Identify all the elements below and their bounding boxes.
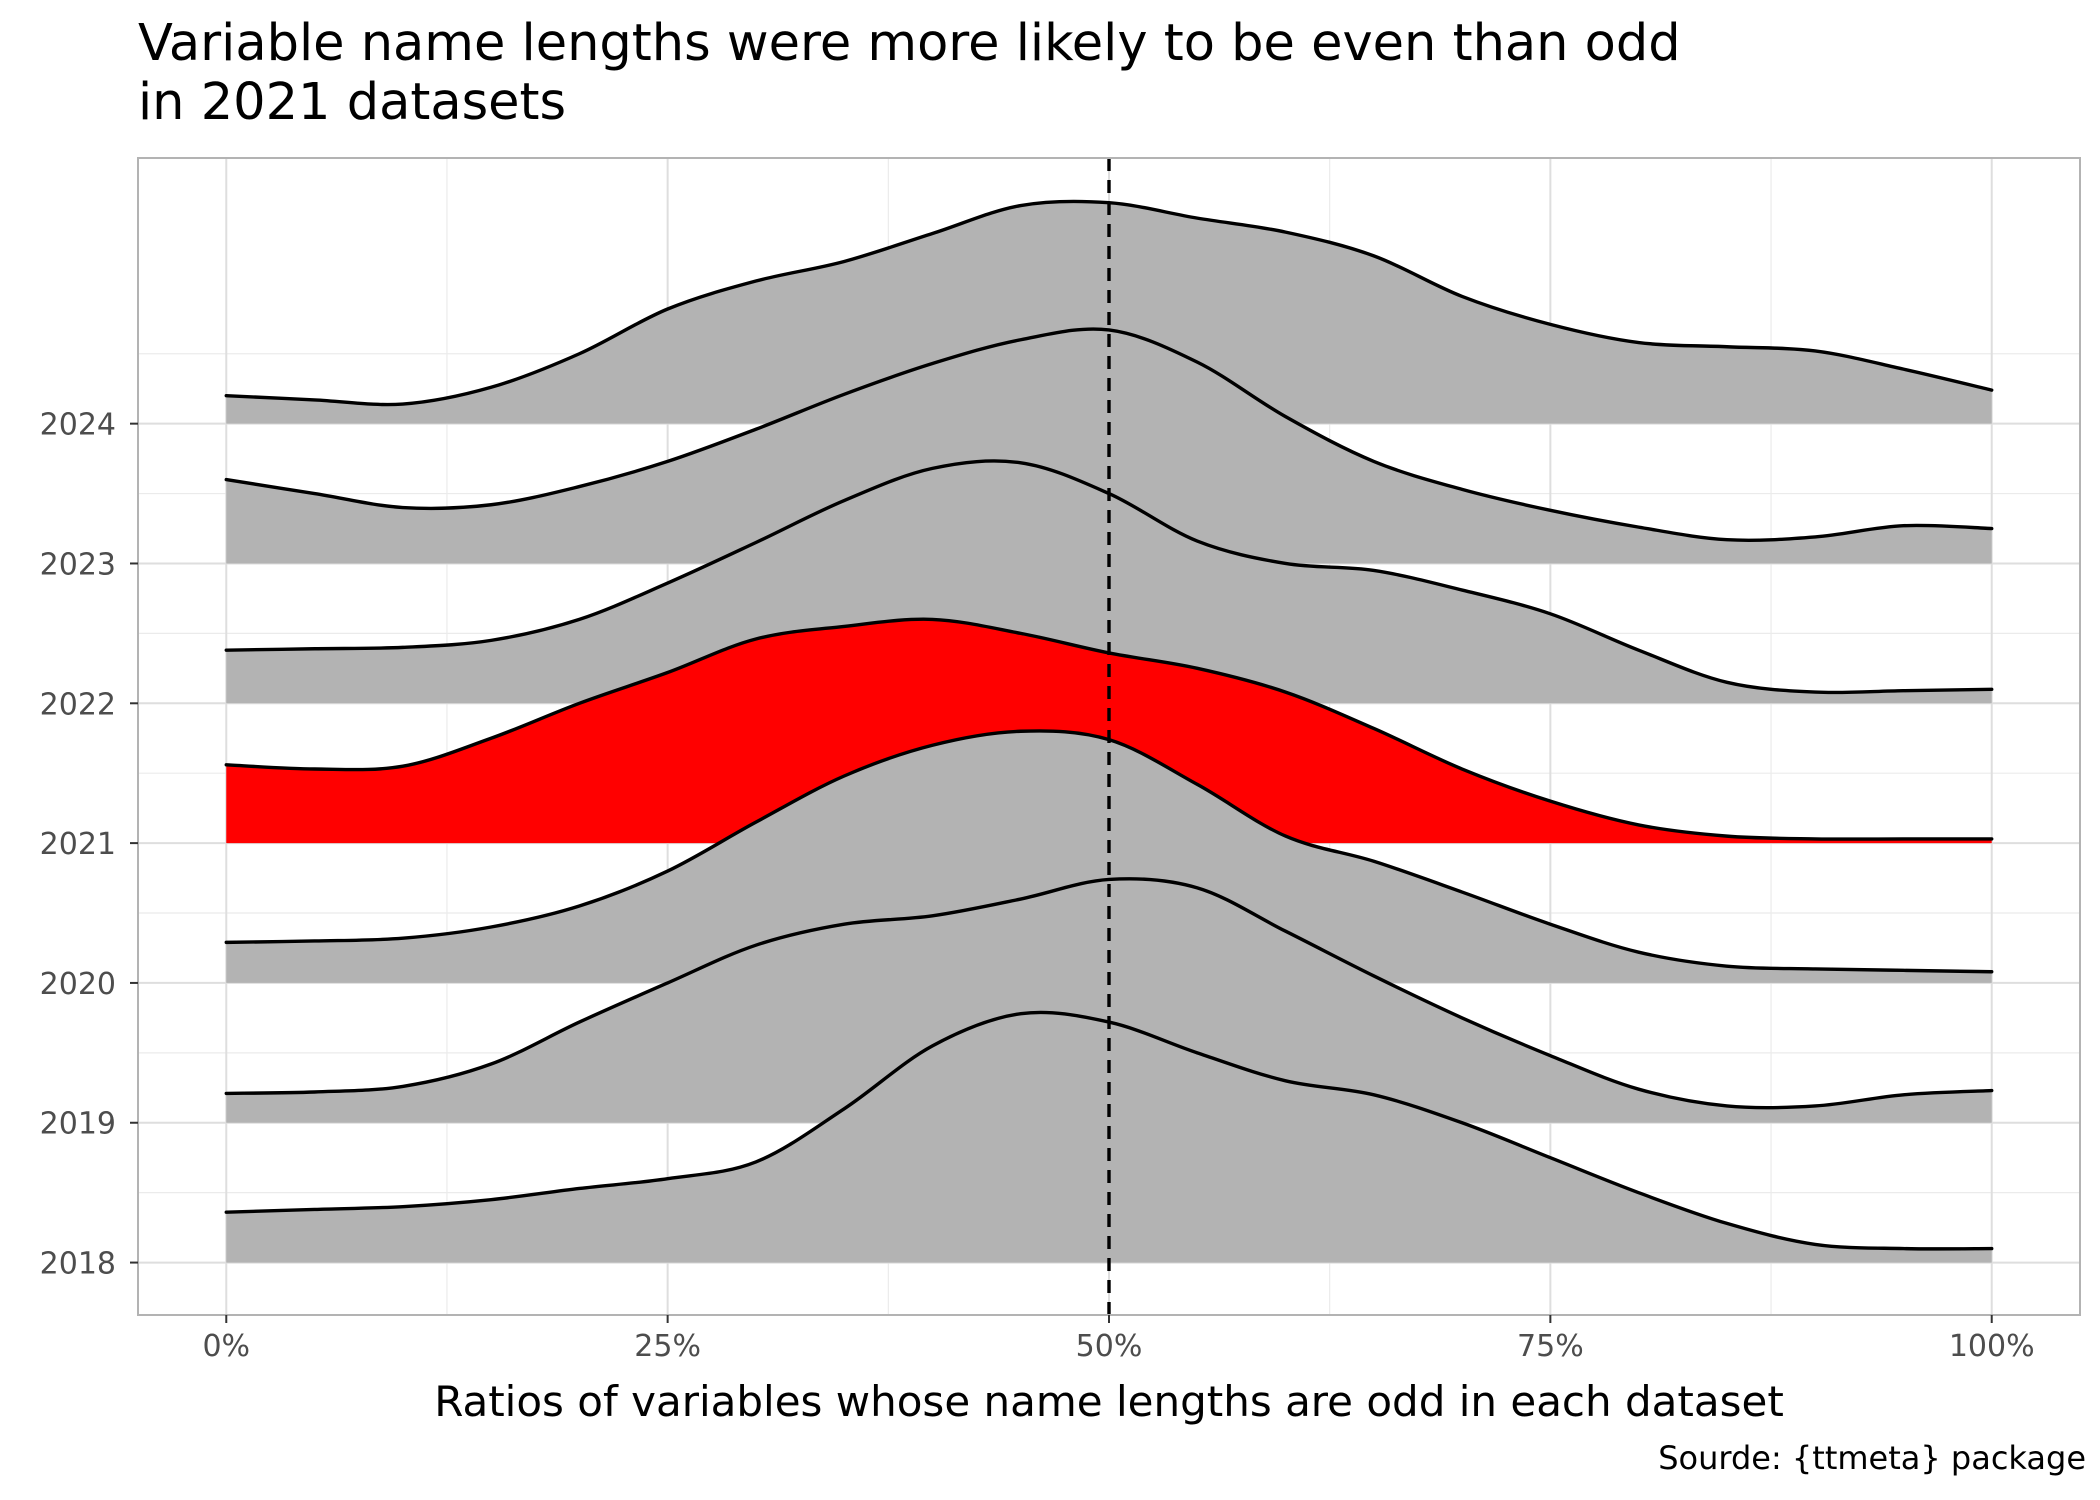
chart-title-line-2: in 2021 datasets — [138, 73, 567, 132]
x-tick-label: 100% — [1949, 1329, 2035, 1364]
x-tick-label: 75% — [1517, 1329, 1584, 1364]
ridge-area-2020 — [226, 730, 1992, 983]
y-tick-label: 2021 — [40, 827, 116, 862]
y-tick-label: 2020 — [40, 967, 116, 1002]
x-tick-label: 0% — [202, 1329, 250, 1364]
x-axis: 0% 25% 50% 75% 100% — [202, 1315, 2035, 1364]
y-tick-label: 2018 — [40, 1247, 116, 1282]
y-tick-label: 2019 — [40, 1107, 116, 1142]
chart-title: Variable name lengths were more likely t… — [138, 14, 1681, 132]
ridge-line-2019 — [224, 877, 1994, 1110]
x-axis-title: Ratios of variables whose name lengths a… — [434, 1377, 1784, 1426]
y-tick-label: 2024 — [40, 408, 116, 443]
x-tick-label: 50% — [1076, 1329, 1143, 1364]
x-tick-label: 25% — [634, 1329, 701, 1364]
chart-title-line-1: Variable name lengths were more likely t… — [138, 14, 1681, 73]
ridge-line-2023 — [224, 327, 1994, 542]
y-axis: 2018 2019 2020 2021 2022 2023 2024 — [40, 408, 138, 1282]
chart-caption: Sourde: {ttmeta} package — [1658, 1439, 2086, 1477]
y-tick-label: 2023 — [40, 547, 116, 582]
y-tick-label: 2022 — [40, 687, 116, 722]
